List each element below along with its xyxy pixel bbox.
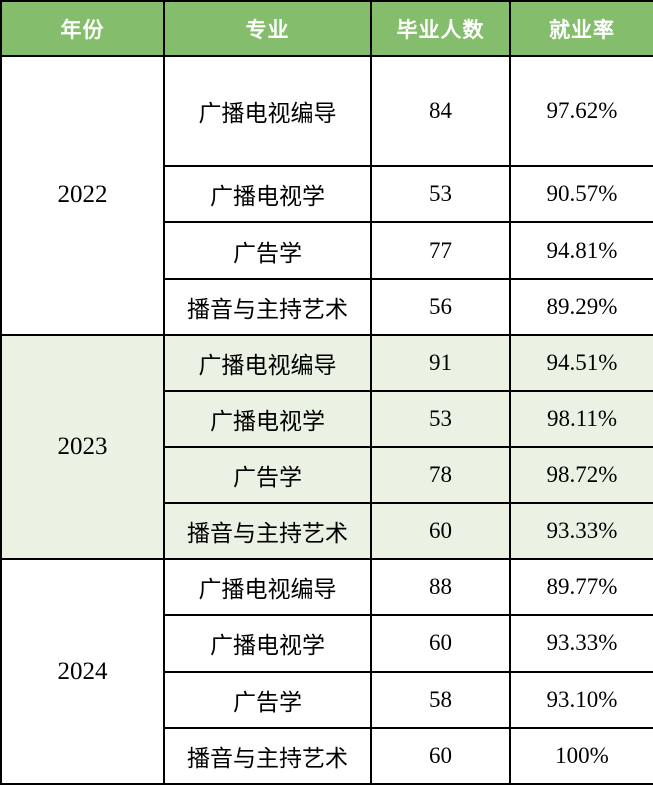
employment-rate-cell: 93.33% <box>509 614 653 673</box>
table-row: 广播电视学 53 90.57% <box>1 165 653 224</box>
table-row: 播音与主持艺术 60 100% <box>1 726 653 785</box>
header-row: 年份 专业 毕业人数 就业率 <box>0 0 653 57</box>
employment-rate-cell: 89.29% <box>509 277 653 336</box>
table-row: 播音与主持艺术 56 89.29% <box>1 277 653 336</box>
major-cell: 播音与主持艺术 <box>163 502 372 561</box>
graduates-cell: 60 <box>370 614 511 673</box>
graduates-cell: 88 <box>370 558 511 617</box>
major-cell: 广播电视学 <box>163 165 372 224</box>
table-body: 2022 广播电视编导 84 97.62% 广播电视学 53 90.57% 广告学 77 94.8… <box>0 54 653 785</box>
table-row: 广告学 77 94.81% <box>1 221 653 280</box>
graduates-cell: 58 <box>370 670 511 729</box>
year-cell: 2022 <box>0 55 165 336</box>
major-cell: 广告学 <box>163 221 372 280</box>
table-row: 广告学 78 98.72% <box>1 445 653 505</box>
header-graduates: 毕业人数 <box>370 0 511 57</box>
major-cell: 广播电视编导 <box>163 333 372 392</box>
graduates-cell: 77 <box>370 221 511 280</box>
table-row: 广告学 58 93.10% <box>1 670 653 729</box>
employment-rate-cell: 97.62% <box>509 54 653 168</box>
employment-rate-cell: 94.81% <box>509 221 653 280</box>
major-cell: 广告学 <box>163 670 372 729</box>
employment-rate-cell: 94.51% <box>509 333 653 392</box>
table-row: 2024 广播电视编导 88 89.77% <box>0 558 653 785</box>
header-year: 年份 <box>0 0 165 57</box>
graduates-cell: 53 <box>370 389 511 449</box>
major-cell: 播音与主持艺术 <box>163 726 372 785</box>
year-cell: 2024 <box>0 558 165 785</box>
table-row: 播音与主持艺术 60 93.33% <box>1 502 653 561</box>
graduates-cell: 56 <box>370 277 511 336</box>
employment-rate-cell: 93.33% <box>509 502 653 561</box>
employment-rate-cell: 89.77% <box>509 558 653 617</box>
employment-rate-cell: 93.10% <box>509 670 653 729</box>
table-row: 广播电视学 60 93.33% <box>1 614 653 673</box>
major-cell: 广播电视学 <box>163 614 372 673</box>
graduates-cell: 91 <box>370 333 511 392</box>
major-cell: 广告学 <box>163 445 372 505</box>
graduates-cell: 84 <box>370 54 511 168</box>
employment-rate-cell: 100% <box>509 726 653 785</box>
employment-rate-cell: 90.57% <box>509 165 653 224</box>
major-cell: 广播电视学 <box>163 389 372 449</box>
header-major: 专业 <box>163 0 372 57</box>
table-row: 2022 广播电视编导 84 97.62% <box>0 54 653 336</box>
major-cell: 广播电视编导 <box>163 54 372 168</box>
major-cell: 广播电视编导 <box>163 558 372 617</box>
employment-rate-cell: 98.72% <box>509 445 653 505</box>
graduates-cell: 53 <box>370 165 511 224</box>
employment-rate-cell: 98.11% <box>509 389 653 449</box>
graduates-cell: 78 <box>370 445 511 505</box>
graduates-cell: 60 <box>370 502 511 561</box>
header-employment-rate: 就业率 <box>509 0 653 57</box>
table-row: 广播电视学 53 98.11% <box>1 389 653 449</box>
graduates-cell: 60 <box>370 726 511 785</box>
table-row: 2023 广播电视编导 91 94.51% <box>0 333 653 561</box>
major-cell: 播音与主持艺术 <box>163 277 372 336</box>
year-cell: 2023 <box>0 333 165 561</box>
